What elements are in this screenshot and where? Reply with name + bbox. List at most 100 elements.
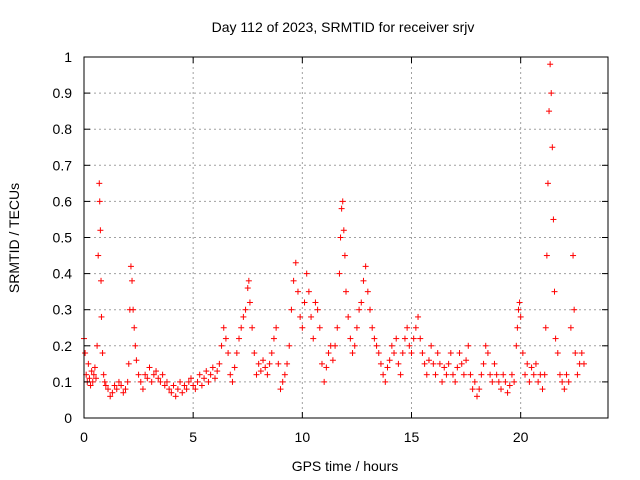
data-point	[388, 342, 395, 349]
data-point	[244, 285, 251, 292]
data-point	[157, 378, 164, 385]
data-point	[467, 371, 474, 378]
data-point	[216, 360, 223, 367]
data-point	[423, 371, 430, 378]
data-point	[181, 382, 188, 389]
data-point	[498, 386, 505, 393]
data-point	[419, 350, 426, 357]
data-point	[187, 375, 194, 382]
data-point	[353, 324, 360, 331]
data-point	[314, 306, 321, 313]
data-point	[245, 277, 252, 284]
data-point	[294, 288, 301, 295]
data-point	[225, 350, 232, 357]
y-tick-label: 0.1	[53, 374, 73, 390]
data-point	[340, 227, 347, 234]
data-point	[318, 360, 325, 367]
data-point	[105, 386, 112, 393]
data-point	[246, 299, 253, 306]
data-point	[493, 371, 500, 378]
data-point	[96, 198, 103, 205]
data-point	[480, 360, 487, 367]
data-point	[240, 313, 247, 320]
data-point	[198, 382, 205, 389]
data-point	[332, 342, 339, 349]
data-point	[133, 357, 140, 364]
y-tick-label: 0.6	[53, 193, 73, 209]
data-point	[96, 180, 103, 187]
data-point	[190, 382, 197, 389]
data-point	[150, 371, 157, 378]
data-point	[447, 350, 454, 357]
y-tick-label: 0.4	[53, 266, 73, 282]
data-point	[364, 288, 371, 295]
data-point	[441, 364, 448, 371]
data-point	[550, 216, 557, 223]
data-point	[203, 368, 210, 375]
data-point	[98, 277, 105, 284]
data-point	[125, 360, 132, 367]
data-point	[528, 364, 535, 371]
data-point	[439, 378, 446, 385]
data-point	[303, 270, 310, 277]
data-point	[220, 324, 227, 331]
data-point	[212, 375, 218, 382]
data-point	[508, 371, 515, 378]
data-point	[266, 360, 273, 367]
data-point	[511, 378, 518, 385]
data-point	[95, 252, 102, 259]
data-point	[264, 371, 271, 378]
data-point	[85, 360, 92, 367]
data-point	[532, 360, 539, 367]
data-point	[436, 360, 443, 367]
x-axis-label: GPS time / hours	[292, 458, 399, 474]
data-point	[491, 360, 498, 367]
y-tick-label: 0.3	[53, 302, 73, 318]
data-point	[373, 342, 380, 349]
data-point	[270, 335, 277, 342]
data-point	[351, 342, 358, 349]
data-point	[214, 368, 221, 375]
data-point	[412, 324, 419, 331]
data-point	[242, 306, 249, 313]
data-point	[401, 335, 408, 342]
data-point	[408, 350, 415, 357]
data-point	[465, 342, 472, 349]
data-point	[90, 371, 97, 378]
data-point	[277, 386, 284, 393]
data-point	[316, 324, 323, 331]
data-point	[572, 350, 579, 357]
data-point	[524, 360, 531, 367]
data-point	[130, 306, 137, 313]
data-point	[297, 313, 304, 320]
data-point	[102, 382, 109, 389]
data-point	[530, 371, 537, 378]
data-point	[517, 313, 524, 320]
data-point	[89, 378, 96, 385]
data-point	[91, 364, 98, 371]
data-point	[500, 371, 507, 378]
data-point	[312, 299, 319, 306]
x-tick-label: 5	[189, 429, 197, 445]
data-point	[561, 386, 568, 393]
data-point	[399, 350, 406, 357]
data-point	[504, 389, 511, 396]
data-point	[347, 335, 354, 342]
data-point	[82, 350, 89, 357]
data-point	[286, 342, 293, 349]
data-point	[323, 364, 330, 371]
data-point	[98, 313, 105, 320]
data-point	[94, 342, 101, 349]
data-point	[207, 371, 214, 378]
data-point	[166, 386, 173, 393]
data-point	[168, 389, 175, 396]
data-point	[109, 389, 116, 396]
data-point	[432, 371, 439, 378]
data-point	[305, 288, 312, 295]
data-point	[580, 360, 587, 367]
data-point	[292, 259, 299, 266]
data-point	[122, 386, 129, 393]
data-point	[99, 350, 106, 357]
data-point	[519, 350, 526, 357]
data-point	[410, 335, 417, 342]
